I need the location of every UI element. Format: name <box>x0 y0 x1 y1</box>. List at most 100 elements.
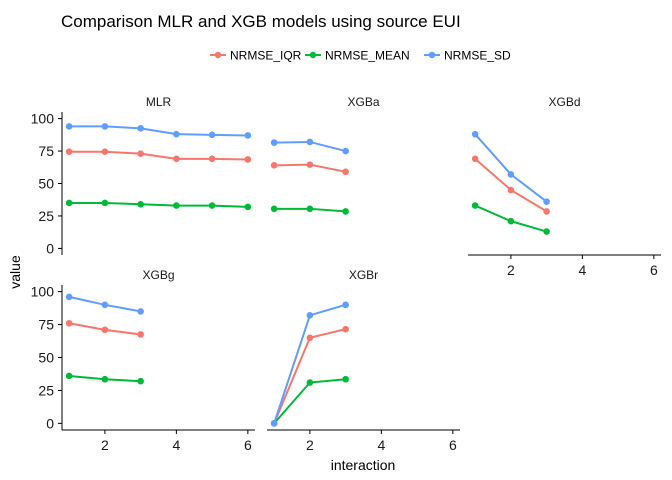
data-point <box>65 199 73 207</box>
legend-item-nrmse-sd: NRMSE_SD <box>424 49 511 63</box>
data-point <box>342 147 349 155</box>
data-point <box>270 139 278 146</box>
panel-label: XGBa <box>347 95 379 109</box>
data-point <box>65 148 73 155</box>
data-point <box>65 372 73 380</box>
data-point <box>208 202 216 209</box>
data-point <box>173 155 180 163</box>
series-nrmse-iqr <box>65 148 252 163</box>
series-line <box>273 328 346 424</box>
data-point <box>507 217 515 225</box>
series-nrmse-mean <box>471 202 550 235</box>
series-nrmse-mean <box>65 372 144 385</box>
data-point <box>101 301 109 309</box>
data-point <box>244 203 252 211</box>
data-point <box>173 130 180 138</box>
series-nrmse-sd <box>471 130 550 205</box>
y-tick-label: 75 <box>38 143 54 159</box>
legend-key-point <box>309 51 317 59</box>
data-point <box>507 171 515 178</box>
data-point <box>137 331 144 338</box>
panel-label: XGBr <box>349 268 378 282</box>
x-tick-label: 2 <box>306 437 314 453</box>
series-nrmse-iqr <box>270 161 349 176</box>
legend-key-point <box>214 51 222 59</box>
data-point <box>270 162 278 169</box>
legend: NRMSE_IQR NRMSE_MEAN NRMSE_SD <box>210 49 511 63</box>
series-nrmse-mean <box>270 205 349 215</box>
data-point <box>101 148 109 155</box>
series-nrmse-sd <box>65 123 252 139</box>
x-tick-label: 2 <box>101 437 109 453</box>
panel-xgbr: XGBr 2 4 6 <box>267 268 460 453</box>
legend-key-point <box>428 51 436 59</box>
series-nrmse-sd <box>65 293 144 315</box>
panel-xgbg: XGBg 0 25 50 75 100 2 4 6 <box>31 268 255 453</box>
data-point <box>543 228 550 235</box>
data-point <box>270 205 278 213</box>
series-nrmse-sd <box>270 301 349 427</box>
data-point <box>306 161 314 168</box>
legend-label: NRMSE_IQR <box>230 49 302 63</box>
series-line <box>69 125 248 137</box>
x-tick-label: 4 <box>377 437 385 453</box>
legend-label: NRMSE_MEAN <box>325 49 410 63</box>
data-point <box>342 208 349 215</box>
series-nrmse-iqr <box>270 325 349 427</box>
x-tick-label: 4 <box>172 437 180 453</box>
series-nrmse-sd <box>270 138 349 155</box>
data-point <box>471 202 479 209</box>
data-point <box>543 198 550 205</box>
x-tick-label: 2 <box>507 262 515 278</box>
x-tick-label: 4 <box>578 262 586 278</box>
data-point <box>173 202 180 209</box>
y-tick-label: 25 <box>38 382 54 398</box>
panel-label: XGBd <box>548 95 580 109</box>
data-point <box>306 205 314 213</box>
panel-xgba: XGBa <box>270 95 380 215</box>
series-line <box>69 150 248 161</box>
x-tick-label: 6 <box>244 437 252 453</box>
data-point <box>65 123 73 130</box>
y-tick-label: 50 <box>38 176 54 192</box>
data-point <box>65 293 73 301</box>
data-point <box>101 199 109 207</box>
data-point <box>137 377 144 385</box>
legend-label: NRMSE_SD <box>444 49 511 63</box>
data-point <box>137 200 144 208</box>
data-point <box>208 131 216 139</box>
legend-item-nrmse-mean: NRMSE_MEAN <box>305 49 410 63</box>
y-axis-title: value <box>7 255 23 289</box>
panels: MLR 0 25 50 75 100 XGBa XGBd 2 4 6 XGBg 0 25 50 75 100 2 4… <box>31 95 661 453</box>
data-point <box>471 155 479 163</box>
series-nrmse-mean <box>270 375 349 427</box>
panel-label: MLR <box>146 95 172 109</box>
data-point <box>306 334 314 342</box>
data-point <box>244 132 252 139</box>
x-tick-label: 6 <box>449 437 457 453</box>
x-tick-label: 6 <box>650 262 658 278</box>
data-point <box>342 325 349 333</box>
y-tick-label: 100 <box>31 284 55 300</box>
y-tick-label: 0 <box>46 415 54 431</box>
data-point <box>137 125 144 132</box>
panel-label: XGBg <box>142 268 174 282</box>
data-point <box>306 379 314 386</box>
series-nrmse-iqr <box>65 319 144 338</box>
data-point <box>471 130 479 138</box>
panel-xgbd: XGBd 2 4 6 <box>468 95 661 278</box>
series-line <box>69 201 248 208</box>
data-point <box>342 301 349 309</box>
series-line <box>273 303 346 424</box>
panel-mlr: MLR 0 25 50 75 100 <box>31 95 252 256</box>
chart-title: Comparison MLR and XGB models using sour… <box>61 12 461 31</box>
data-point <box>137 308 144 315</box>
x-axis-title: interaction <box>331 457 396 473</box>
data-point <box>137 150 144 157</box>
data-point <box>208 155 216 163</box>
series-line <box>474 158 548 213</box>
y-tick-label: 50 <box>38 350 54 366</box>
data-point <box>65 319 73 327</box>
data-point <box>342 168 349 176</box>
y-tick-label: 0 <box>46 240 54 256</box>
